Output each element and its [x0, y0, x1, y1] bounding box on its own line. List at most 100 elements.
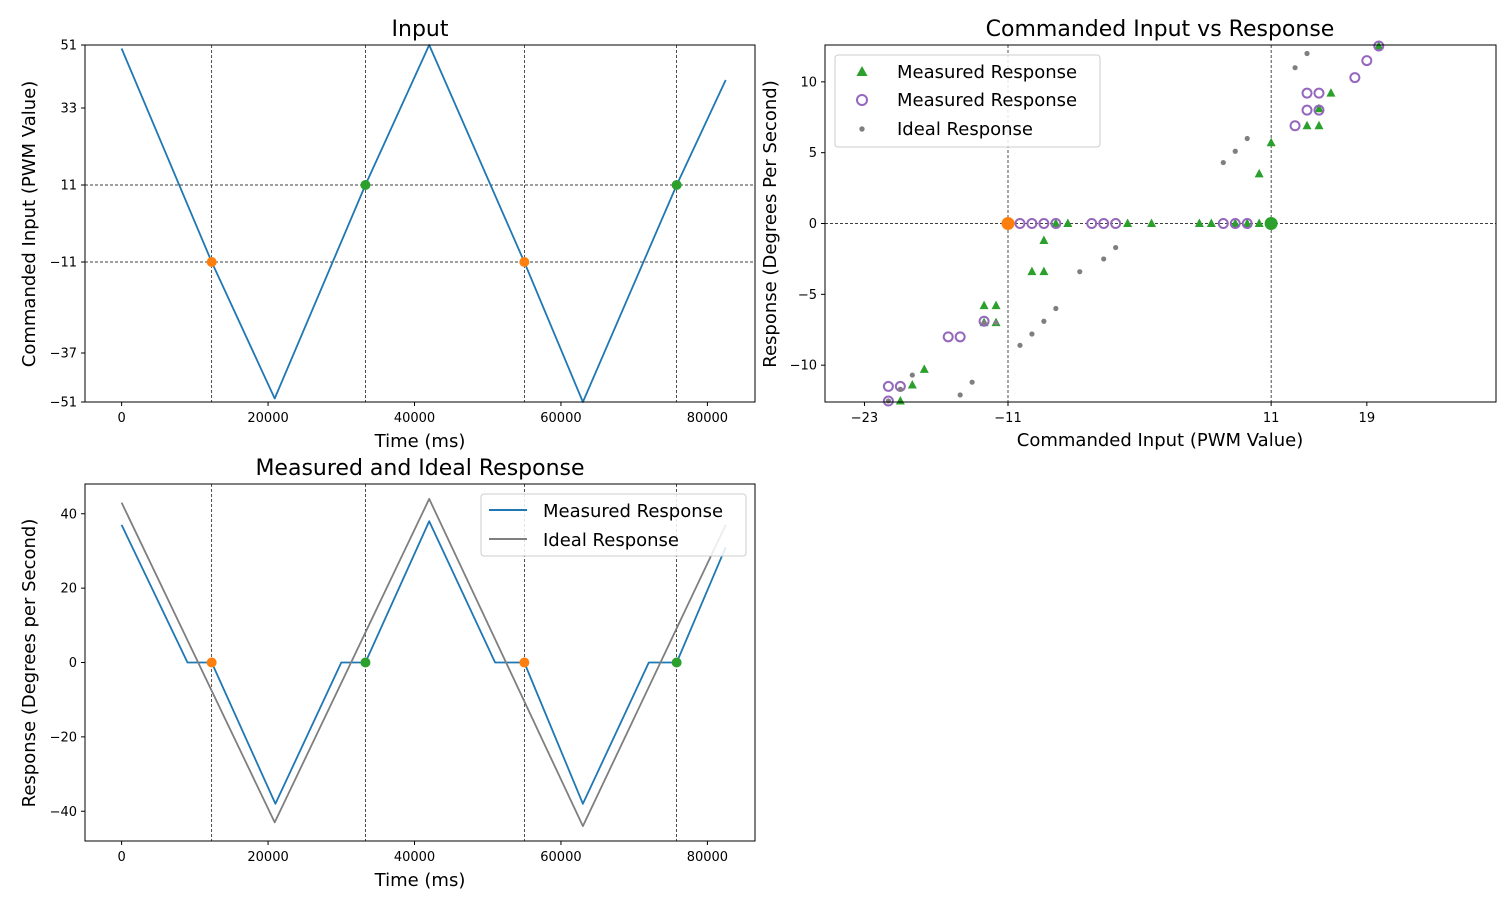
- ideal-dot-point: [1041, 318, 1047, 324]
- crossing-marker: [671, 180, 682, 190]
- response-guides: [211, 484, 678, 841]
- y-tick-label: −20: [50, 730, 77, 745]
- scatter-xlabel: Commanded Input (PWM Value): [1017, 430, 1303, 451]
- input-line: [120, 44, 727, 403]
- measured-triangle-point: [1063, 218, 1073, 227]
- y-tick-label: −11: [50, 256, 77, 271]
- measured-triangle-point: [1302, 120, 1312, 130]
- y-tick-label: −10: [790, 359, 817, 374]
- measured-triangle-point: [1314, 103, 1324, 113]
- panel-input: Input 0 20000 40000 60000 80000 −51 −37 −11 11 33…: [19, 17, 756, 452]
- response-series: [120, 497, 727, 827]
- measured-triangle-point: [895, 396, 905, 405]
- crossing-marker: [519, 657, 530, 668]
- scatter-legend-label-3: Ideal Response: [897, 119, 1033, 140]
- response-xlabel: Time (ms): [374, 870, 466, 891]
- response-legend-label-1: Measured Response: [543, 501, 723, 522]
- ideal-dot-point: [957, 392, 963, 398]
- measured-circle-point: [1026, 218, 1038, 229]
- response-legend: Measured Response Ideal Response: [480, 493, 747, 557]
- ideal-dot-point: [1101, 256, 1107, 262]
- scatter-series: [882, 40, 1385, 407]
- y-tick-label: 0: [69, 656, 77, 671]
- x-tick-label: 60000: [540, 850, 581, 865]
- ideal-dot-point: [909, 372, 915, 378]
- scatter-legend-label-1: Measured Response: [897, 62, 1077, 83]
- ideal-dot-point: [1029, 331, 1035, 337]
- y-tick-label: −5: [798, 288, 817, 303]
- scatter-legend-label-2: Measured Response: [897, 90, 1077, 111]
- scatter-ticks: −23 −11 11 19 −10 −5 0 5 10: [790, 75, 1376, 426]
- y-tick-label: 33: [60, 102, 77, 117]
- measured-circle-point: [978, 315, 990, 327]
- scatter-plot-frame: [824, 44, 1497, 403]
- measured-circle-point: [882, 395, 894, 407]
- crossing-marker: [360, 180, 371, 190]
- input-plot-frame: [84, 44, 756, 403]
- response-ylabel: Response (Degrees per Second): [19, 519, 40, 808]
- scatter-legend-box: [834, 54, 1101, 148]
- measured-circle-point: [1289, 120, 1301, 132]
- input-title: Input: [392, 17, 449, 42]
- measured-triangle-point: [1314, 120, 1324, 130]
- y-tick-label: −40: [50, 805, 77, 820]
- crossing-marker: [1264, 217, 1278, 230]
- y-tick-label: 40: [60, 507, 77, 522]
- measured-triangle-point: [919, 364, 929, 373]
- measured-circle-point: [1038, 218, 1050, 229]
- response-legend-label-2: Ideal Response: [543, 530, 679, 551]
- measured-triangle-point: [1027, 266, 1037, 276]
- y-tick-label: 11: [60, 179, 77, 194]
- x-tick-label: 19: [1359, 411, 1376, 426]
- measured-circle-point: [942, 331, 954, 343]
- measured-circle-point: [1313, 104, 1325, 116]
- measured-triangle-point: [907, 380, 917, 389]
- measured-triangle-point: [1147, 218, 1157, 227]
- ideal-dot-point: [1220, 159, 1226, 166]
- crossing-marker: [206, 657, 217, 668]
- measured-triangle-point: [1194, 218, 1204, 227]
- crossing-marker: [519, 257, 530, 267]
- measured-circle-point: [1050, 218, 1062, 229]
- crossing-marker: [671, 657, 682, 668]
- measured-circle-point: [954, 331, 966, 343]
- x-tick-label: 40000: [394, 411, 435, 426]
- response-legend-box: [480, 493, 747, 557]
- measured-triangle-point: [1039, 266, 1049, 276]
- legend-dot-marker: [859, 126, 865, 132]
- panel-response: Measured and Ideal Response 0 20000 40000 6…: [19, 456, 756, 891]
- input-series: [120, 44, 727, 403]
- measured-circle-point: [1361, 55, 1373, 67]
- y-tick-label: 10: [800, 75, 817, 90]
- ideal-response-line: [120, 497, 727, 827]
- measured-triangle-point: [1266, 137, 1276, 147]
- x-tick-label: 80000: [687, 850, 728, 865]
- legend-open-circle-marker: [856, 94, 868, 106]
- measured-triangle-point: [1254, 168, 1264, 178]
- y-tick-label: 0: [809, 217, 817, 232]
- ideal-dot-point: [1244, 135, 1250, 142]
- measured-circle-point: [1098, 218, 1110, 229]
- scatter-title: Commanded Input vs Response: [986, 17, 1335, 42]
- measured-circle-point: [1217, 218, 1229, 229]
- ideal-dot-point: [1077, 269, 1083, 275]
- measured-circle-point: [1241, 218, 1253, 229]
- x-tick-label: 40000: [394, 850, 435, 865]
- measured-circle-point: [1014, 218, 1026, 229]
- crossing-marker: [360, 657, 371, 668]
- input-xlabel: Time (ms): [374, 431, 466, 452]
- ideal-dot-point: [1017, 342, 1023, 348]
- ideal-dot-point: [1053, 305, 1059, 312]
- input-guides: [85, 45, 755, 402]
- ideal-dot-point: [969, 379, 975, 385]
- scatter-legend: Measured Response Measured Response Idea…: [834, 54, 1101, 148]
- measured-circle-point: [1086, 218, 1098, 229]
- ideal-dot-point: [1292, 65, 1298, 71]
- x-tick-label: 0: [117, 850, 125, 865]
- measured-triangle-point: [1242, 218, 1252, 227]
- response-plot-frame: [84, 483, 756, 842]
- scatter-guides: [825, 45, 1496, 402]
- measured-circle-point: [1301, 87, 1313, 99]
- ideal-dot-point: [993, 320, 999, 326]
- measured-triangle-point: [1230, 218, 1240, 227]
